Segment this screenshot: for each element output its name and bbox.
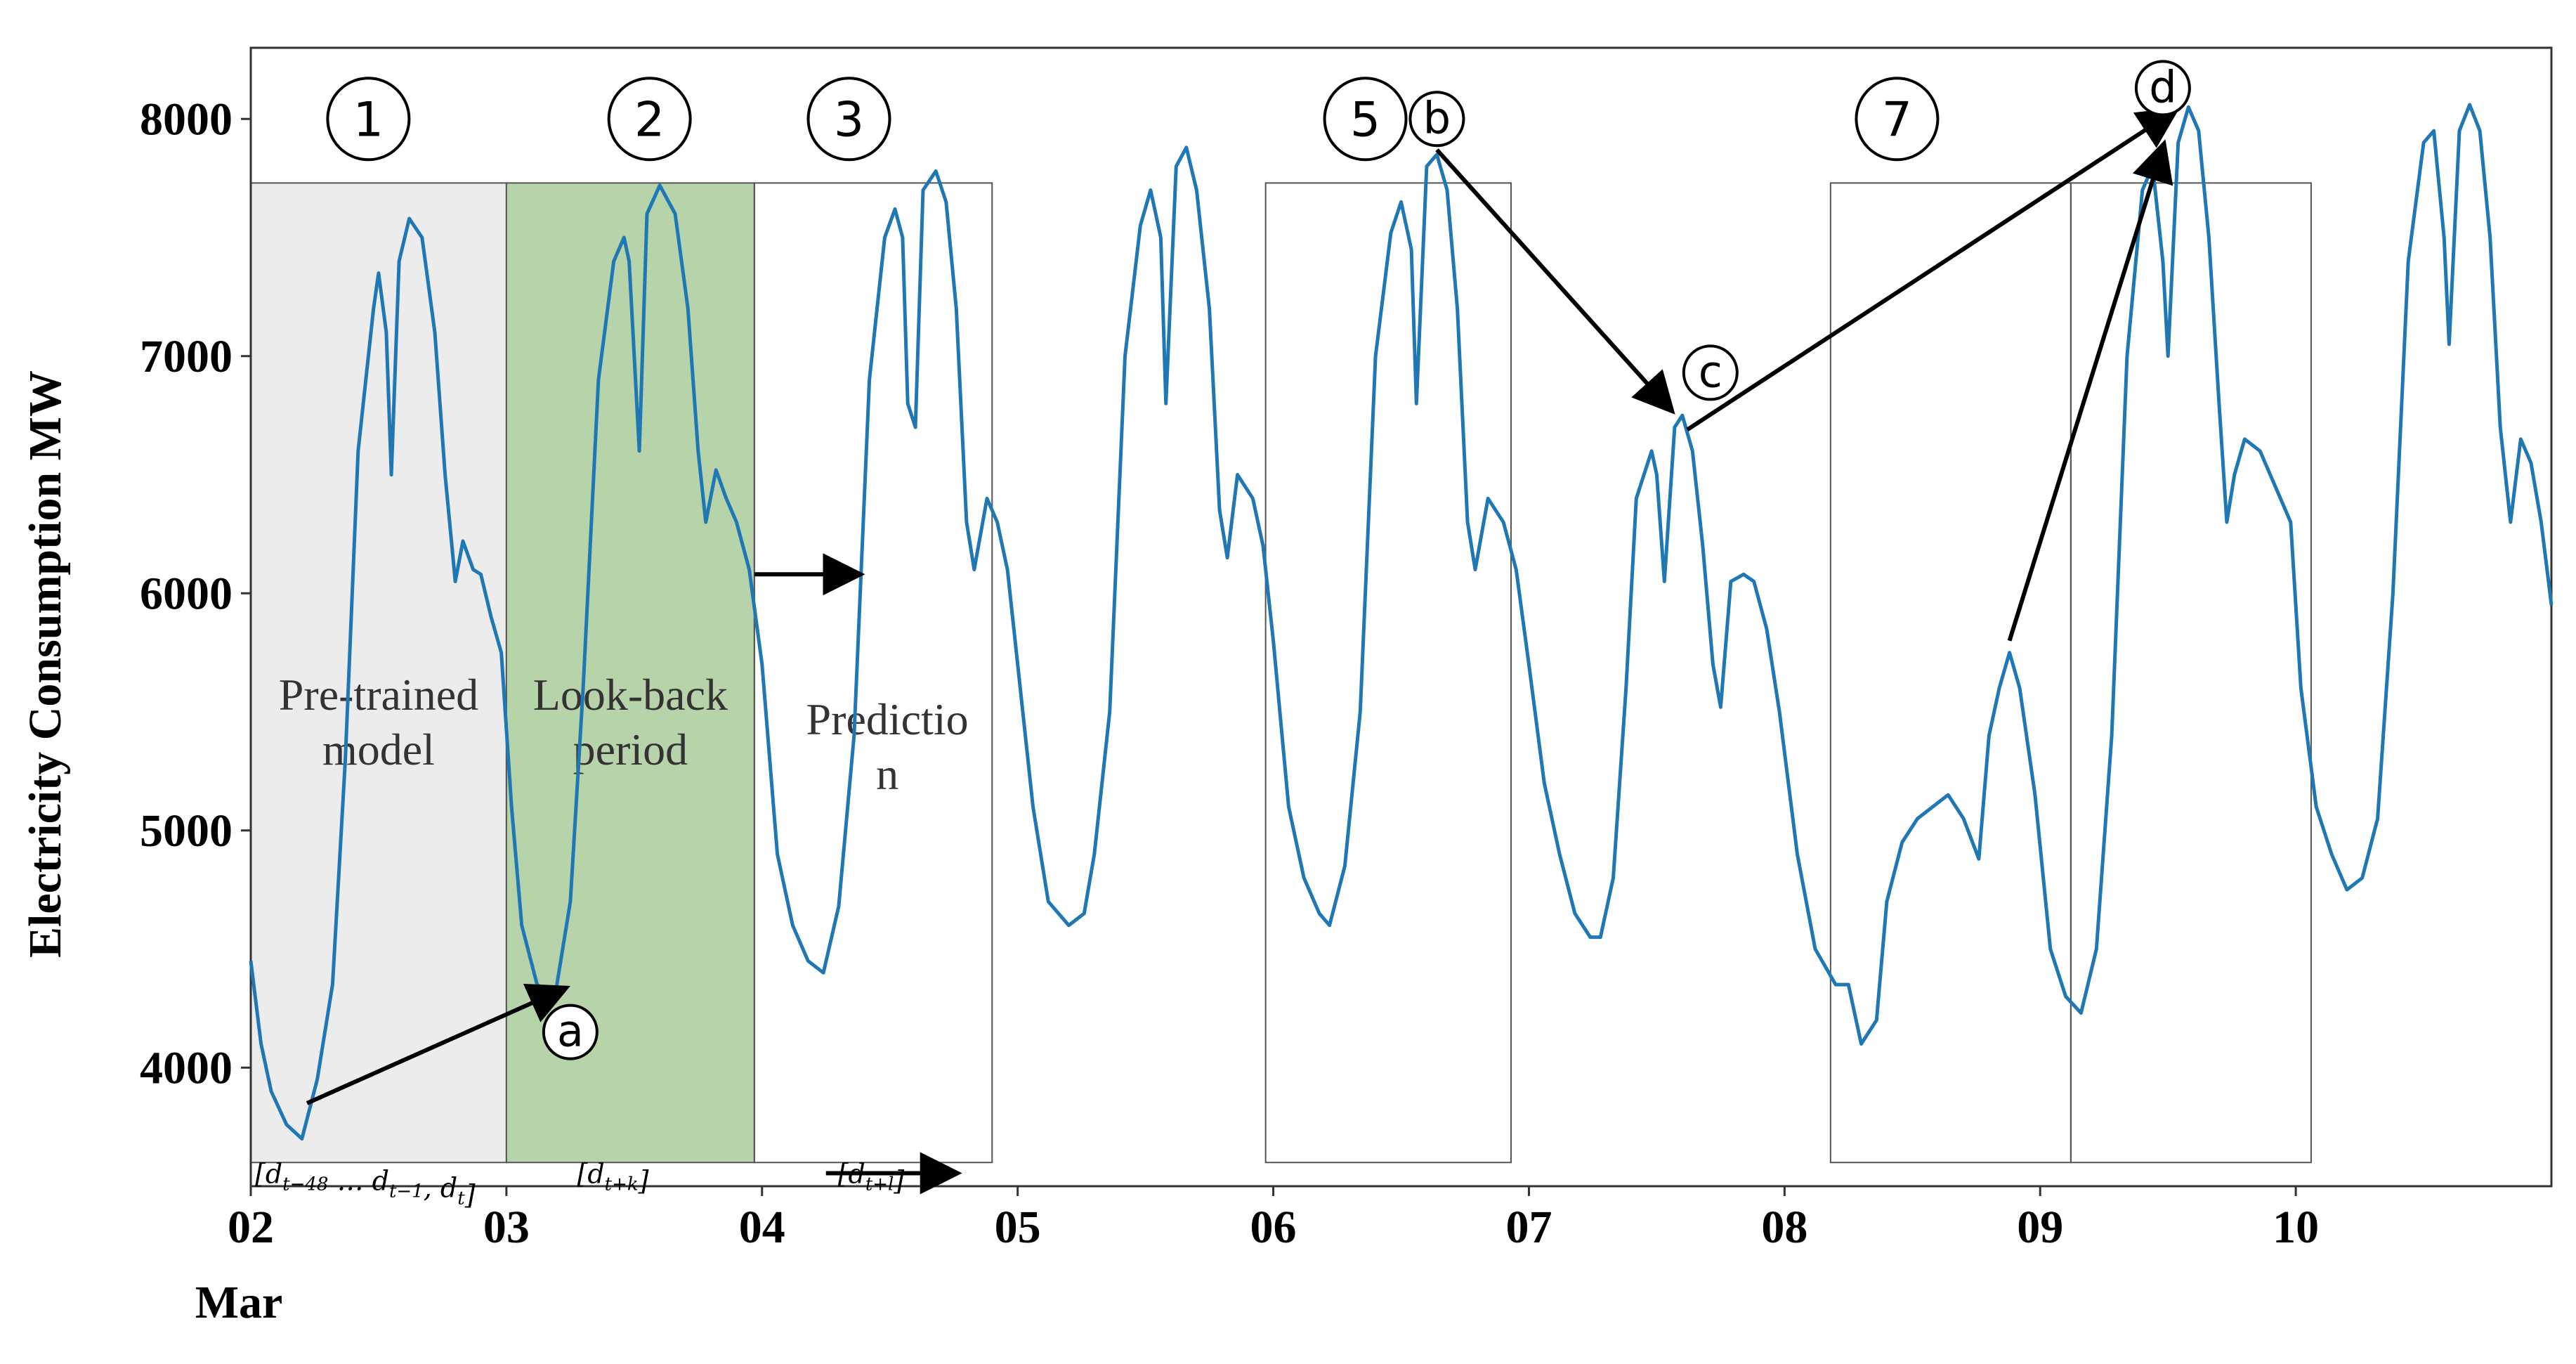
point-marker-label: a xyxy=(557,1006,584,1057)
formula-label: [dt+l] xyxy=(838,1158,905,1196)
formula-part: ] xyxy=(638,1165,649,1196)
arrow-4 xyxy=(1686,107,2181,431)
x-axis-sublabel: Mar xyxy=(195,1277,283,1328)
shaded-region-1 xyxy=(250,182,507,1164)
x-tick-label: 08 xyxy=(1761,1202,1807,1253)
region-label: Look-back xyxy=(533,670,728,720)
formula-label: [dt−48 … dt−1, dt] xyxy=(255,1158,476,1210)
region-label: n xyxy=(876,749,898,799)
step-marker-circle xyxy=(326,77,411,162)
x-tick-label: 10 xyxy=(2273,1202,2319,1253)
step-marker-circle xyxy=(806,77,891,162)
y-tick-label: 4000 xyxy=(140,1042,233,1093)
formula-part: … d xyxy=(328,1165,388,1196)
formula-part: t xyxy=(457,1188,465,1209)
x-tick-label: 03 xyxy=(483,1202,530,1253)
formula-part: t+l xyxy=(865,1174,894,1195)
x-tick-label: 09 xyxy=(2017,1202,2063,1253)
window-box-1 xyxy=(753,182,993,1164)
formula-part: [d xyxy=(577,1158,605,1189)
window-box-4 xyxy=(2070,182,2312,1164)
y-tick-label: 6000 xyxy=(140,568,233,619)
formula-part: [d xyxy=(255,1158,282,1189)
point-marker-circle xyxy=(542,1003,599,1060)
point-marker-circle xyxy=(1682,344,1739,401)
step-marker-label: 5 xyxy=(1350,92,1380,148)
x-tick-label: 05 xyxy=(995,1202,1041,1253)
formula-label: [dt+k] xyxy=(577,1158,649,1196)
step-marker-circle xyxy=(607,77,692,162)
step-marker-label: 3 xyxy=(834,92,864,148)
formula-part: t+k xyxy=(605,1174,639,1195)
point-marker-label: c xyxy=(1699,346,1722,397)
region-label: Predictio xyxy=(806,694,969,744)
x-tick-label: 07 xyxy=(1505,1202,1552,1253)
point-marker-circle xyxy=(2134,60,2191,117)
x-tick-label: 04 xyxy=(739,1202,785,1253)
point-marker-label: d xyxy=(2149,61,2176,112)
arrow-3 xyxy=(1435,148,1675,415)
region-label: Pre-trained xyxy=(279,670,478,720)
region-label: period xyxy=(573,725,688,774)
arrow-5 xyxy=(2007,139,2173,642)
point-marker-circle xyxy=(1408,91,1465,148)
axes: 4000 5000 6000 7000 8000 02 03 04 05 06 07 08 09 10 xyxy=(140,46,2553,1253)
window-box-2 xyxy=(1264,182,1512,1164)
region-label: model xyxy=(322,725,435,774)
y-tick-label: 8000 xyxy=(140,93,233,145)
plot-frame xyxy=(249,46,2553,1188)
y-axis-title: Electricity Consumption MW xyxy=(20,370,71,958)
step-marker-label: 2 xyxy=(634,92,665,148)
formula-part: ] xyxy=(464,1179,476,1210)
step-marker-label: 1 xyxy=(353,92,384,148)
y-tick-label: 7000 xyxy=(140,331,233,382)
x-tick-label: 02 xyxy=(228,1202,274,1253)
regions: Pre-trained model Look-back period Predictio… xyxy=(250,182,2312,1164)
formula-part: , d xyxy=(424,1172,457,1203)
step-marker-label: 7 xyxy=(1882,92,1912,148)
step-marker-circle xyxy=(1855,77,1940,162)
formula-part: t−1 xyxy=(389,1181,424,1202)
step-marker-circle xyxy=(1323,77,1408,162)
arrow-1 xyxy=(306,983,570,1105)
point-marker-label: b xyxy=(1423,92,1451,143)
formula-part: ] xyxy=(893,1165,904,1196)
formula-part: t−48 xyxy=(282,1174,328,1195)
y-tick-label: 5000 xyxy=(140,805,233,857)
formula-part: [d xyxy=(838,1158,865,1189)
x-tick-label: 06 xyxy=(1250,1202,1297,1253)
